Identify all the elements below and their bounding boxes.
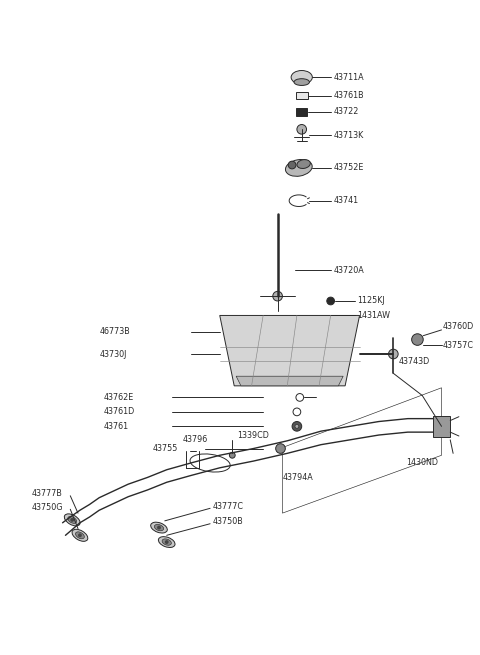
Ellipse shape — [162, 539, 171, 545]
Text: 43761D: 43761D — [104, 407, 135, 417]
Text: 43760D: 43760D — [443, 322, 474, 331]
Ellipse shape — [286, 160, 312, 176]
Text: 43722: 43722 — [334, 107, 359, 117]
Ellipse shape — [68, 516, 77, 523]
Circle shape — [327, 297, 335, 305]
Circle shape — [295, 424, 299, 428]
Circle shape — [296, 394, 304, 402]
Polygon shape — [236, 376, 343, 386]
Text: 43762E: 43762E — [104, 393, 134, 402]
Bar — [297, 108, 307, 116]
Bar — [296, 92, 308, 100]
Text: 43713K: 43713K — [334, 130, 364, 140]
Text: 43711A: 43711A — [334, 73, 364, 82]
Text: 43743D: 43743D — [398, 357, 430, 366]
Text: 43750B: 43750B — [213, 517, 244, 527]
Text: 43750G: 43750G — [32, 503, 63, 512]
Circle shape — [157, 526, 161, 529]
Bar — [433, 416, 450, 437]
Text: 43777B: 43777B — [32, 489, 62, 498]
Ellipse shape — [151, 522, 168, 533]
Text: 46773B: 46773B — [99, 328, 130, 336]
Text: 43761B: 43761B — [334, 91, 364, 100]
Text: 43741: 43741 — [334, 196, 359, 205]
Circle shape — [388, 349, 398, 359]
Text: 43752E: 43752E — [334, 163, 364, 172]
Text: 43757C: 43757C — [443, 341, 473, 350]
Text: 43730J: 43730J — [99, 350, 127, 358]
Text: 43794A: 43794A — [282, 473, 313, 482]
Polygon shape — [220, 316, 360, 386]
Text: 1431AW: 1431AW — [358, 311, 391, 320]
Ellipse shape — [158, 536, 175, 548]
Text: 1339CD: 1339CD — [237, 432, 269, 440]
Circle shape — [293, 408, 301, 416]
Circle shape — [276, 443, 285, 453]
Circle shape — [165, 540, 168, 544]
Ellipse shape — [291, 71, 312, 84]
Ellipse shape — [155, 525, 164, 531]
Circle shape — [70, 518, 74, 522]
Circle shape — [288, 161, 296, 169]
Circle shape — [412, 334, 423, 345]
Text: 1430ND: 1430ND — [406, 458, 438, 468]
Text: 43777C: 43777C — [213, 502, 244, 511]
Ellipse shape — [294, 79, 310, 85]
Circle shape — [297, 124, 307, 134]
Ellipse shape — [64, 514, 80, 526]
Ellipse shape — [72, 529, 88, 541]
Ellipse shape — [75, 532, 84, 539]
Text: 43796: 43796 — [183, 436, 208, 444]
Ellipse shape — [190, 454, 230, 472]
Ellipse shape — [297, 160, 311, 168]
Text: 1125KJ: 1125KJ — [358, 297, 385, 305]
Circle shape — [229, 453, 235, 458]
Circle shape — [78, 533, 82, 537]
Text: 43755: 43755 — [152, 444, 178, 453]
Circle shape — [292, 422, 302, 431]
Circle shape — [273, 291, 282, 301]
Text: 43761: 43761 — [104, 422, 129, 431]
Text: 43720A: 43720A — [334, 266, 364, 274]
